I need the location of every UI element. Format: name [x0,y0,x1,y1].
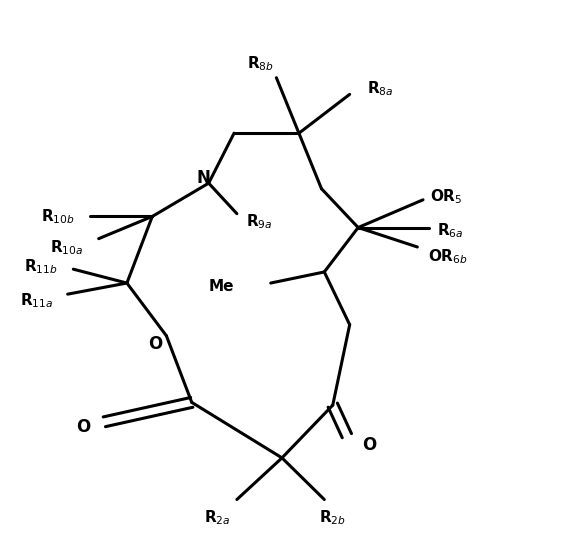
Text: OR$_{6b}$: OR$_{6b}$ [428,247,468,266]
Text: R$_{10b}$: R$_{10b}$ [41,207,74,226]
Text: R$_{10a}$: R$_{10a}$ [50,239,83,258]
Text: R$_{11b}$: R$_{11b}$ [24,257,58,276]
Text: O: O [362,436,377,454]
Text: R$_{2b}$: R$_{2b}$ [319,508,346,527]
Text: R$_{8b}$: R$_{8b}$ [247,54,274,73]
Text: OR$_{5}$: OR$_{5}$ [430,188,462,206]
Text: O: O [76,418,91,436]
Text: R$_{11a}$: R$_{11a}$ [20,291,54,310]
Text: R$_{8a}$: R$_{8a}$ [367,79,393,98]
Text: R$_{6a}$: R$_{6a}$ [437,221,464,240]
Text: R$_{9a}$: R$_{9a}$ [246,213,273,231]
Text: N: N [196,169,210,186]
Text: Me: Me [209,279,234,295]
Text: O: O [148,335,162,353]
Text: R$_{2a}$: R$_{2a}$ [204,508,230,527]
